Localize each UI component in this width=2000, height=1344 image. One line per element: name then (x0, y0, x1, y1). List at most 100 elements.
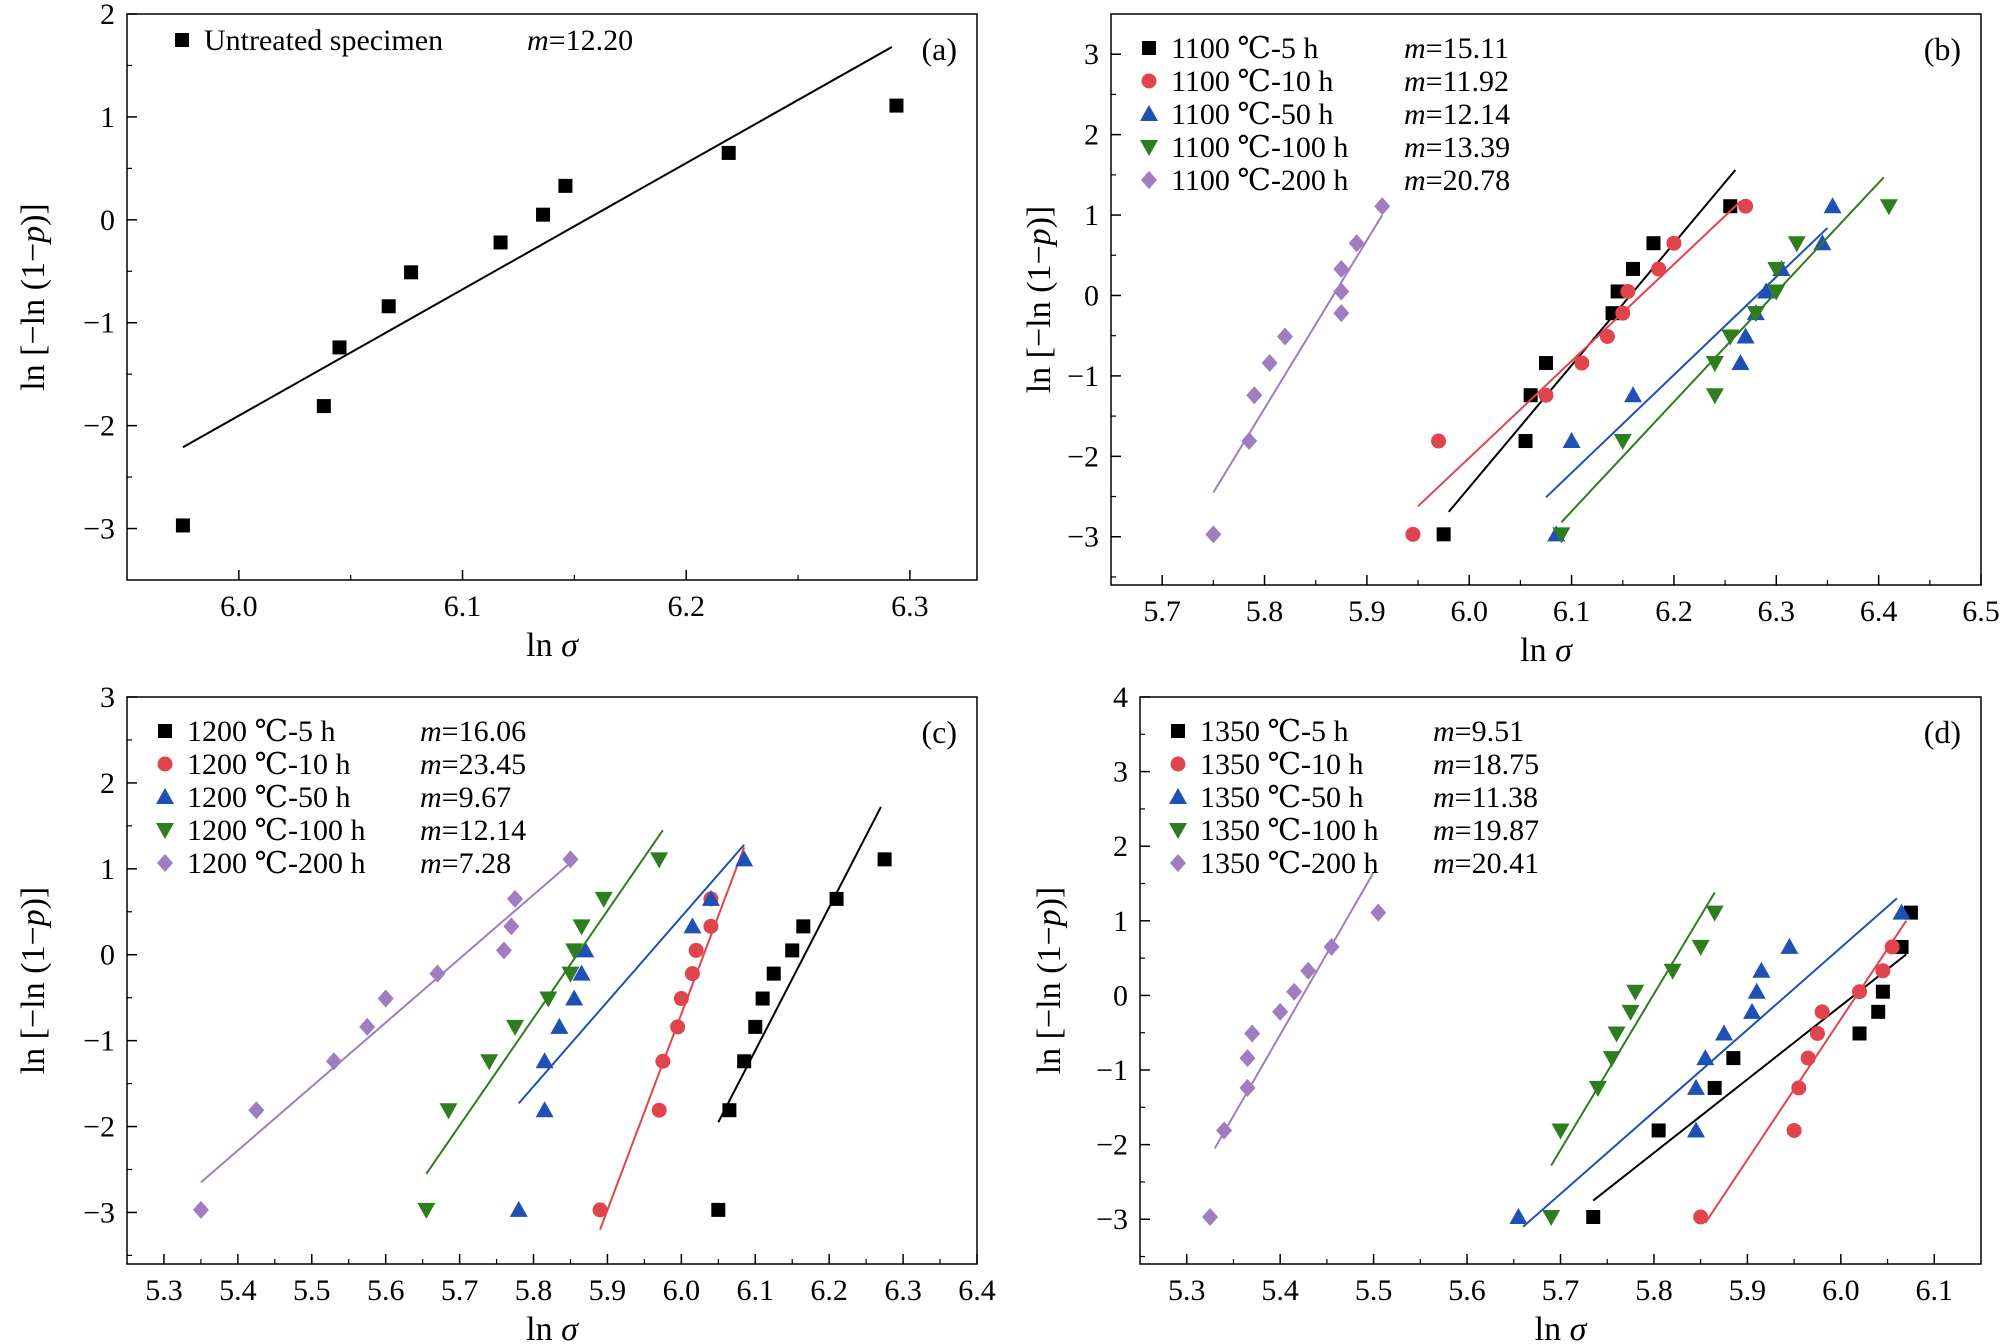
data-point (1605, 306, 1620, 321)
data-point (1246, 386, 1263, 405)
panel-tag: (b) (1924, 31, 1961, 67)
data-point (1686, 1121, 1705, 1138)
data-point (1205, 525, 1222, 544)
y-tick-label: −2 (83, 410, 115, 443)
fit-line (1550, 891, 1716, 1167)
fit-line (1704, 920, 1908, 1224)
panel-3: 5.3 5.4 5.5 5.6 5.7 5.8 5.9 6.0 6.1 −3 −2 −1 0 1 2 3 4 ln… (1031, 681, 1982, 1344)
data-point (480, 1054, 499, 1071)
legend-entry: 1100 ℃-5 h (1171, 32, 1318, 65)
data-point (755, 991, 770, 1006)
data-point (565, 943, 584, 960)
panel-0: 6.0 6.1 6.2 6.3 −3 −2 −1 0 1 2 ln σ ln [−ln (1−p)] (… (15, 0, 978, 664)
data-point (688, 942, 704, 958)
y-axis-label: ln [−ln (1−p)] (15, 203, 52, 391)
data-point (1752, 961, 1771, 978)
x-tick-label: 5.7 (1542, 1274, 1580, 1307)
series-2 (509, 844, 754, 1217)
x-tick-label: 5.3 (1168, 1274, 1206, 1307)
legend-entry: 1200 ℃-100 h (187, 814, 366, 847)
x-tick-label: 5.6 (1448, 1274, 1486, 1307)
data-point (1523, 388, 1538, 403)
data-point (572, 919, 591, 936)
data-point (417, 1202, 436, 1219)
data-point (565, 989, 584, 1006)
data-point (248, 1101, 265, 1120)
data-point (1539, 356, 1553, 371)
series-4 (1205, 197, 1391, 544)
data-point (1574, 355, 1590, 371)
data-point (1615, 305, 1631, 321)
series-3 (417, 829, 669, 1219)
legend-entry: 1100 ℃-100 h (1171, 131, 1348, 164)
legend-entry: 1100 ℃-10 h (1171, 65, 1333, 98)
x-tick-label: 5.9 (1729, 1274, 1767, 1307)
x-tick-label: 5.4 (219, 1274, 257, 1307)
data-point (829, 891, 844, 906)
fit-line (1417, 200, 1742, 507)
legend-entry: 1350 ℃-100 h (1200, 814, 1379, 847)
fit-line (200, 862, 572, 1184)
x-tick-label: 6.3 (1758, 595, 1796, 628)
legend-entry: 1200 ℃-5 h (187, 715, 336, 748)
y-tick-label: 0 (100, 204, 115, 237)
data-point (1743, 1002, 1762, 1019)
series-0 (1436, 169, 1738, 542)
y-tick-label: 1 (100, 101, 115, 134)
y-tick-label: 3 (1113, 756, 1128, 789)
data-point (1300, 961, 1317, 980)
data-point (1431, 433, 1447, 449)
y-axis-label: ln [−ln (1−p)] (15, 887, 52, 1075)
data-point (1374, 197, 1391, 216)
y-axis-label: ln [−ln (1−p)] (1021, 206, 1058, 394)
data-point (1323, 937, 1340, 956)
data-point (381, 299, 396, 314)
data-point (1542, 1209, 1561, 1226)
legend-m-value: m=11.92 (1404, 65, 1509, 98)
data-point (1370, 903, 1387, 922)
plot-frame (1110, 13, 1982, 586)
series-3 (1542, 891, 1724, 1226)
data-point (1747, 982, 1766, 999)
legend-m-value: m=11.38 (1433, 781, 1538, 814)
legend-marker (157, 854, 173, 872)
data-point (1809, 1025, 1825, 1041)
data-point (683, 917, 702, 934)
data-point (429, 964, 446, 983)
data-point (1726, 1051, 1741, 1066)
x-tick-label: 6.5 (1962, 595, 2000, 628)
legend-entry: 1100 ℃-200 h (1171, 164, 1348, 197)
legend-m-value: m=16.06 (420, 715, 526, 748)
panel-2: 5.3 5.4 5.5 5.6 5.7 5.8 5.9 6.0 6.1 6.2 6.3 6.4 −3 −2… (15, 681, 996, 1344)
data-point (1552, 527, 1571, 544)
legend-marker (156, 823, 174, 839)
data-point (192, 1200, 209, 1219)
data-point (1624, 386, 1642, 403)
panel-1: 5.7 5.8 5.9 6.0 6.1 6.2 6.3 6.4 6.5 −3 −2 −1 0 1 2 3 ln … (1021, 13, 2000, 669)
data-point (509, 1200, 528, 1217)
data-point (592, 1202, 608, 1218)
legend-marker (1170, 854, 1186, 872)
legend-marker (1169, 823, 1187, 839)
x-tick-label: 6.1 (1916, 1274, 1954, 1307)
legend-marker (175, 33, 189, 47)
data-point (1562, 432, 1581, 449)
x-axis-label: ln σ (1535, 1311, 1588, 1344)
x-tick-label: 5.3 (145, 1274, 183, 1307)
data-point (404, 265, 419, 280)
data-point (1707, 1080, 1722, 1095)
x-tick-label: 5.9 (1348, 595, 1386, 628)
data-point (536, 207, 551, 222)
data-point (1823, 197, 1842, 214)
data-point (1607, 1026, 1626, 1043)
data-point (1723, 199, 1738, 214)
data-point (1538, 387, 1554, 403)
y-tick-label: 2 (1084, 119, 1099, 152)
y-tick-label: −3 (1096, 1203, 1128, 1236)
y-axis-label: ln [−ln (1−p)] (1031, 887, 1068, 1075)
y-tick-label: 4 (1113, 681, 1128, 714)
data-point (1621, 1004, 1640, 1021)
data-point (503, 917, 520, 936)
data-point (877, 852, 892, 867)
fit-line (1213, 871, 1375, 1149)
